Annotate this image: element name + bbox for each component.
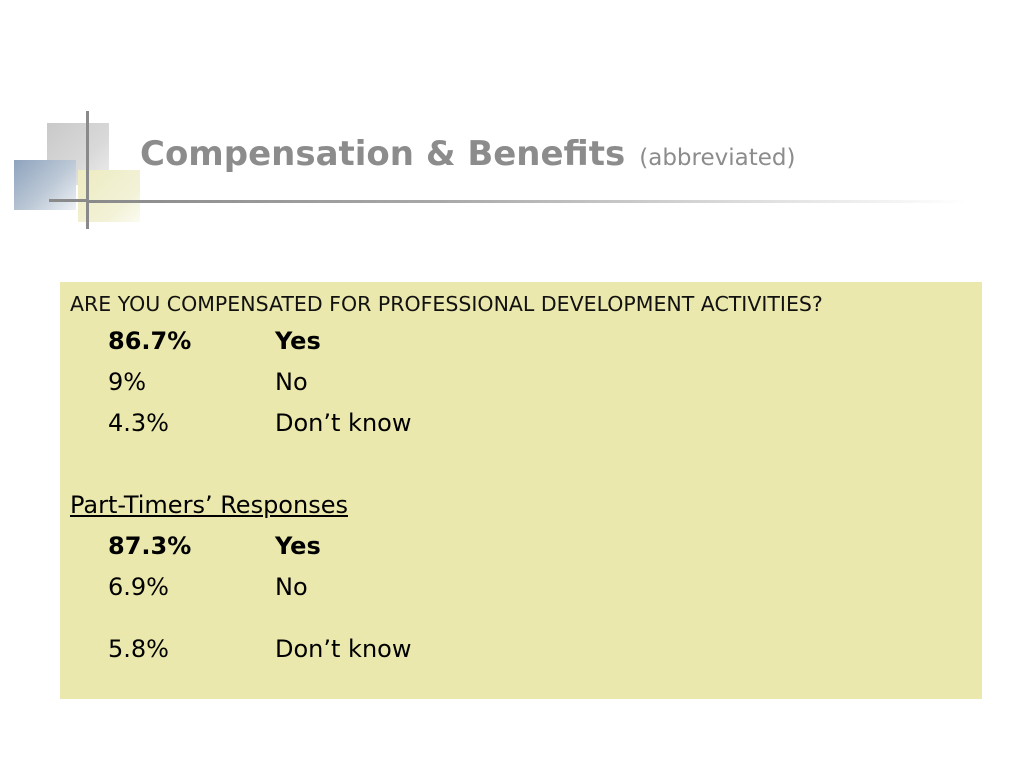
response-answer: Don’t know <box>275 409 412 437</box>
decor-horizontal-line <box>49 199 89 202</box>
response-percent: 9% <box>108 368 147 396</box>
response-percent: 4.3% <box>108 409 169 437</box>
response-percent: 6.9% <box>108 573 169 601</box>
part-timer-response-row: 6.9% No <box>108 573 308 601</box>
response-percent: 5.8% <box>108 635 169 663</box>
part-timer-response-row: 5.8% Don’t know <box>108 635 411 663</box>
decor-blue-square <box>14 160 76 210</box>
slide-title: Compensation & Benefits (abbreviated) <box>140 134 795 174</box>
part-timers-heading: Part-Timers’ Responses <box>70 491 348 519</box>
part-timer-response-row: 87.3% Yes <box>108 532 321 560</box>
response-answer: Yes <box>275 532 321 560</box>
survey-results-panel: ARE YOU COMPENSATED FOR PROFESSIONAL DEV… <box>60 282 982 699</box>
response-row: 86.7% Yes <box>108 327 321 355</box>
title-subtitle: (abbreviated) <box>639 145 796 171</box>
response-row: 9% No <box>108 368 308 396</box>
title-underline-rule <box>88 200 968 203</box>
corner-decoration <box>0 0 160 240</box>
response-answer: No <box>275 368 308 396</box>
response-percent: 86.7% <box>108 327 192 355</box>
survey-question: ARE YOU COMPENSATED FOR PROFESSIONAL DEV… <box>70 292 823 316</box>
response-answer: Yes <box>275 327 321 355</box>
response-answer: Don’t know <box>275 635 412 663</box>
decor-vertical-line <box>86 111 89 229</box>
title-text: Compensation & Benefits <box>140 134 626 174</box>
response-percent: 87.3% <box>108 532 192 560</box>
response-row: 4.3% Don’t know <box>108 409 411 437</box>
response-answer: No <box>275 573 308 601</box>
